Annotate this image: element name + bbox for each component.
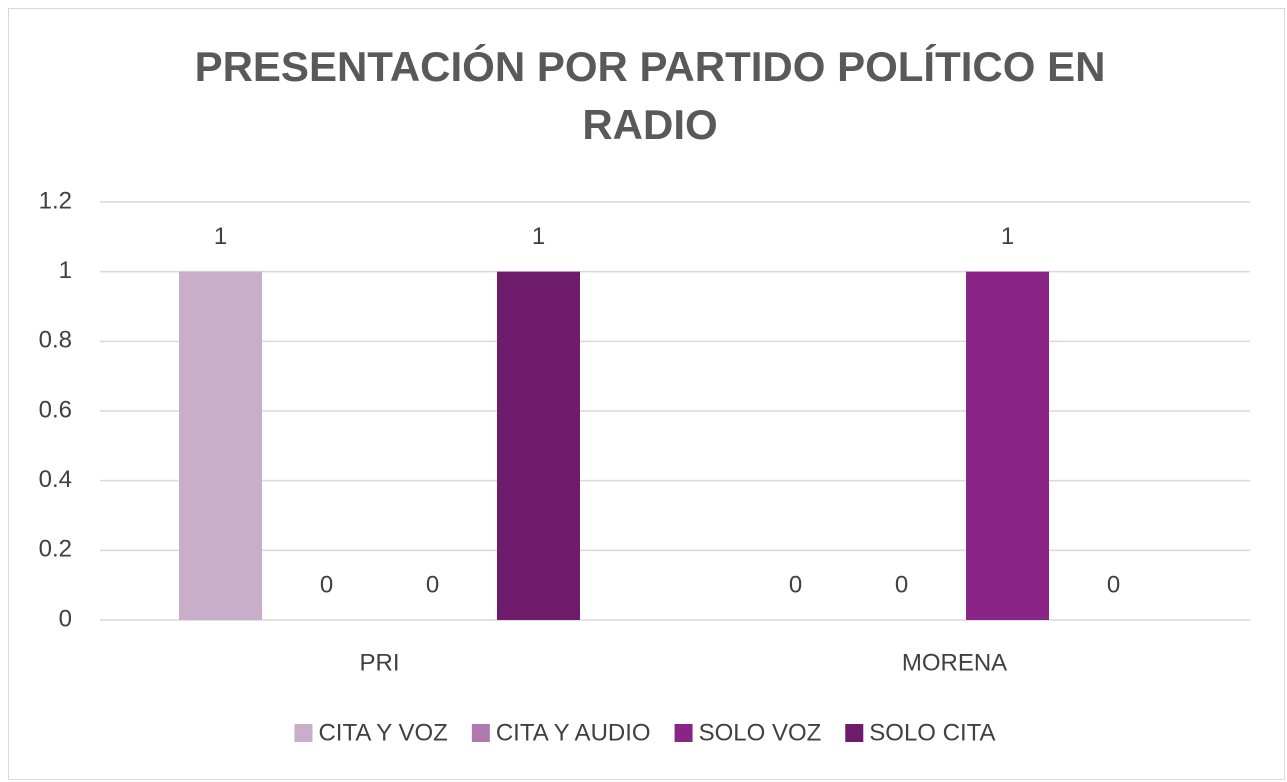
legend-label: CITA Y AUDIO bbox=[496, 719, 651, 746]
legend-swatch bbox=[471, 724, 490, 742]
data-label: 0 bbox=[426, 571, 439, 598]
data-label: 0 bbox=[789, 571, 802, 598]
y-tick-label: 1.2 bbox=[39, 187, 72, 214]
data-label: 1 bbox=[1001, 223, 1014, 250]
legend-label: SOLO CITA bbox=[869, 719, 995, 746]
y-tick-label: 1 bbox=[59, 257, 72, 284]
bar bbox=[497, 271, 580, 620]
x-tick-label: PRI bbox=[359, 649, 399, 676]
y-tick-label: 0.2 bbox=[39, 536, 72, 563]
data-label: 1 bbox=[214, 223, 227, 250]
y-tick-label: 0 bbox=[59, 605, 72, 632]
data-label: 0 bbox=[1107, 571, 1120, 598]
y-tick-label: 0.8 bbox=[39, 327, 72, 354]
y-tick-label: 0.4 bbox=[39, 466, 72, 493]
legend-label: SOLO VOZ bbox=[699, 719, 822, 746]
legend-swatch bbox=[845, 724, 864, 742]
x-tick-label: MORENA bbox=[902, 649, 1007, 676]
data-label: 0 bbox=[895, 571, 908, 598]
chart-frame bbox=[8, 8, 1285, 780]
data-label: 1 bbox=[532, 223, 545, 250]
legend-label: CITA Y VOZ bbox=[318, 719, 447, 746]
data-label: 0 bbox=[320, 571, 333, 598]
bar bbox=[966, 271, 1049, 620]
legend-swatch bbox=[294, 724, 313, 742]
chart-title: PRESENTACIÓN POR PARTIDO POLÍTICO EN RAD… bbox=[194, 43, 1106, 148]
bar bbox=[179, 271, 262, 620]
legend-swatch bbox=[674, 724, 693, 742]
y-tick-label: 0.6 bbox=[39, 396, 72, 423]
